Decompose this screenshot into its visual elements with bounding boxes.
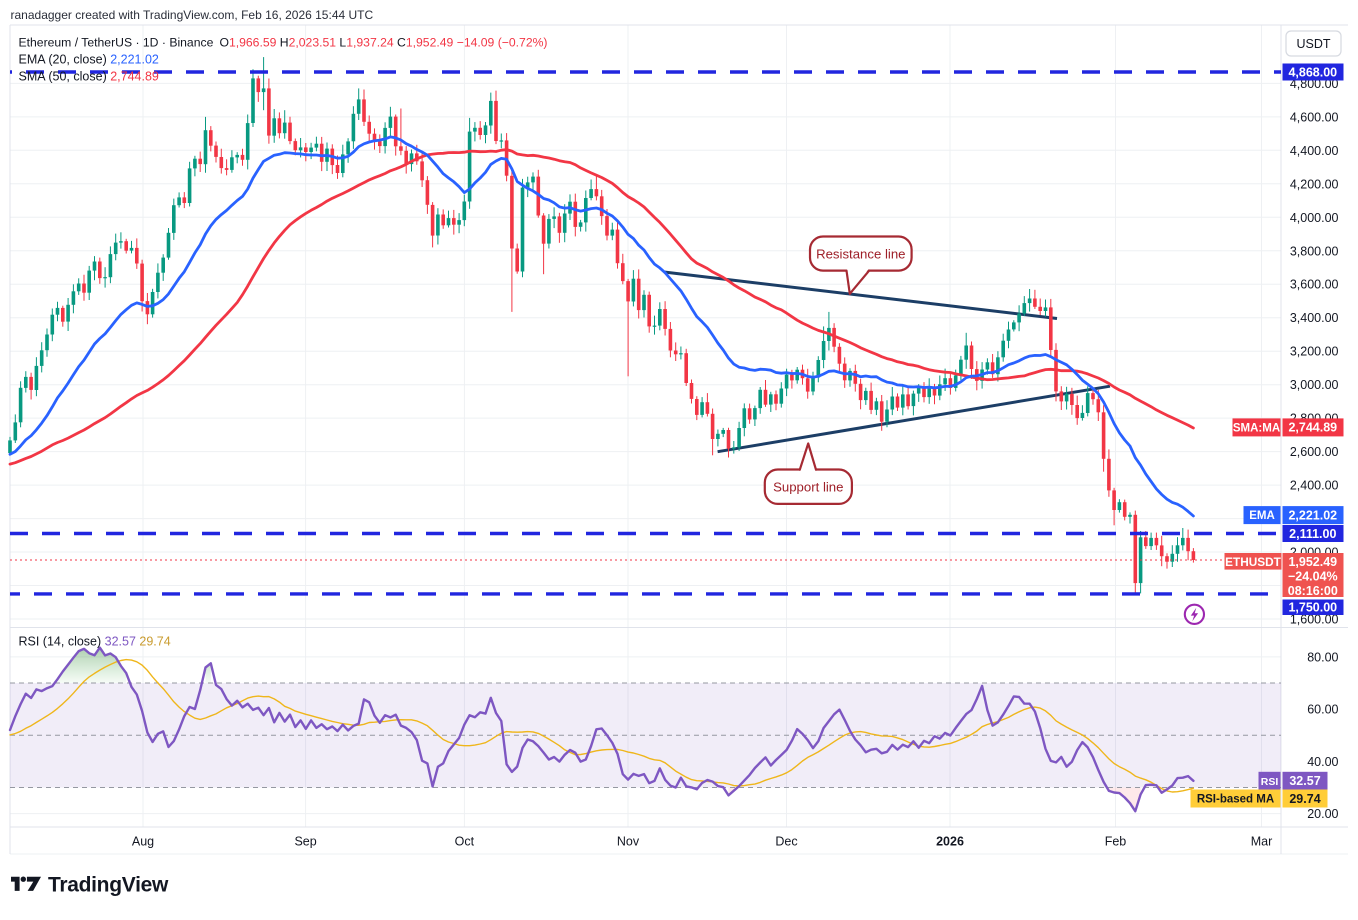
svg-text:20.00: 20.00 — [1307, 807, 1338, 821]
svg-text:RSI: RSI — [1261, 776, 1279, 788]
svg-text:40.00: 40.00 — [1307, 755, 1338, 769]
svg-text:USDT: USDT — [1296, 37, 1330, 51]
svg-text:SMA:MA: SMA:MA — [1233, 422, 1280, 434]
svg-text:32.57: 32.57 — [1289, 774, 1320, 788]
svg-text:Feb: Feb — [1105, 835, 1127, 849]
svg-text:RSI-based MA: RSI-based MA — [1197, 794, 1274, 806]
svg-text:ETHUSDT: ETHUSDT — [1225, 555, 1282, 569]
svg-text:2,400.00: 2,400.00 — [1290, 479, 1339, 493]
svg-text:−24.04%: −24.04% — [1288, 570, 1338, 584]
svg-text:2,111.00: 2,111.00 — [1289, 527, 1336, 541]
svg-text:TradingView: TradingView — [48, 874, 169, 897]
svg-text:ranadagger created with Tradin: ranadagger created with TradingView.com,… — [11, 8, 374, 22]
svg-text:2,221.02: 2,221.02 — [1288, 508, 1337, 522]
svg-text:RSI (14, close) 32.57 29.74: RSI (14, close) 32.57 29.74 — [19, 635, 171, 649]
svg-text:Nov: Nov — [617, 835, 640, 849]
svg-text:3,800.00: 3,800.00 — [1290, 244, 1339, 258]
svg-text:29.74: 29.74 — [1289, 792, 1320, 806]
svg-text:EMA: EMA — [1249, 510, 1275, 522]
svg-text:4,600.00: 4,600.00 — [1290, 110, 1339, 124]
svg-text:Mar: Mar — [1251, 835, 1273, 849]
svg-text:60.00: 60.00 — [1307, 703, 1338, 717]
svg-text:Ethereum / TetherUS · 1D · Bin: Ethereum / TetherUS · 1D · Binance O1,96… — [19, 36, 548, 50]
svg-text:Oct: Oct — [455, 835, 475, 849]
svg-text:Aug: Aug — [132, 835, 154, 849]
svg-text:3,600.00: 3,600.00 — [1290, 278, 1339, 292]
svg-text:08:16:00: 08:16:00 — [1288, 584, 1338, 598]
svg-text:4,000.00: 4,000.00 — [1290, 211, 1339, 225]
svg-text:80.00: 80.00 — [1307, 650, 1338, 664]
svg-text:EMA (20, close) 2,221.02: EMA (20, close) 2,221.02 — [19, 53, 159, 67]
svg-text:SMA (50, close) 2,744.89: SMA (50, close) 2,744.89 — [19, 70, 159, 84]
svg-text:Dec: Dec — [775, 835, 797, 849]
svg-text:1,750.00: 1,750.00 — [1288, 601, 1337, 615]
svg-text:2,744.89: 2,744.89 — [1288, 421, 1337, 435]
svg-text:Resistance line: Resistance line — [816, 246, 905, 261]
svg-text:2026: 2026 — [936, 835, 964, 849]
svg-text:4,868.00: 4,868.00 — [1288, 65, 1337, 79]
svg-text:Support line: Support line — [773, 480, 843, 495]
svg-text:4,400.00: 4,400.00 — [1290, 144, 1339, 158]
svg-text:1,952.49: 1,952.49 — [1288, 555, 1337, 569]
svg-text:3,200.00: 3,200.00 — [1290, 345, 1339, 359]
svg-text:Sep: Sep — [294, 835, 316, 849]
svg-text:1,600.00: 1,600.00 — [1290, 613, 1339, 627]
svg-text:4,200.00: 4,200.00 — [1290, 177, 1339, 191]
svg-text:3,000.00: 3,000.00 — [1290, 378, 1339, 392]
svg-text:3,400.00: 3,400.00 — [1290, 311, 1339, 325]
svg-text:2,600.00: 2,600.00 — [1290, 445, 1339, 459]
